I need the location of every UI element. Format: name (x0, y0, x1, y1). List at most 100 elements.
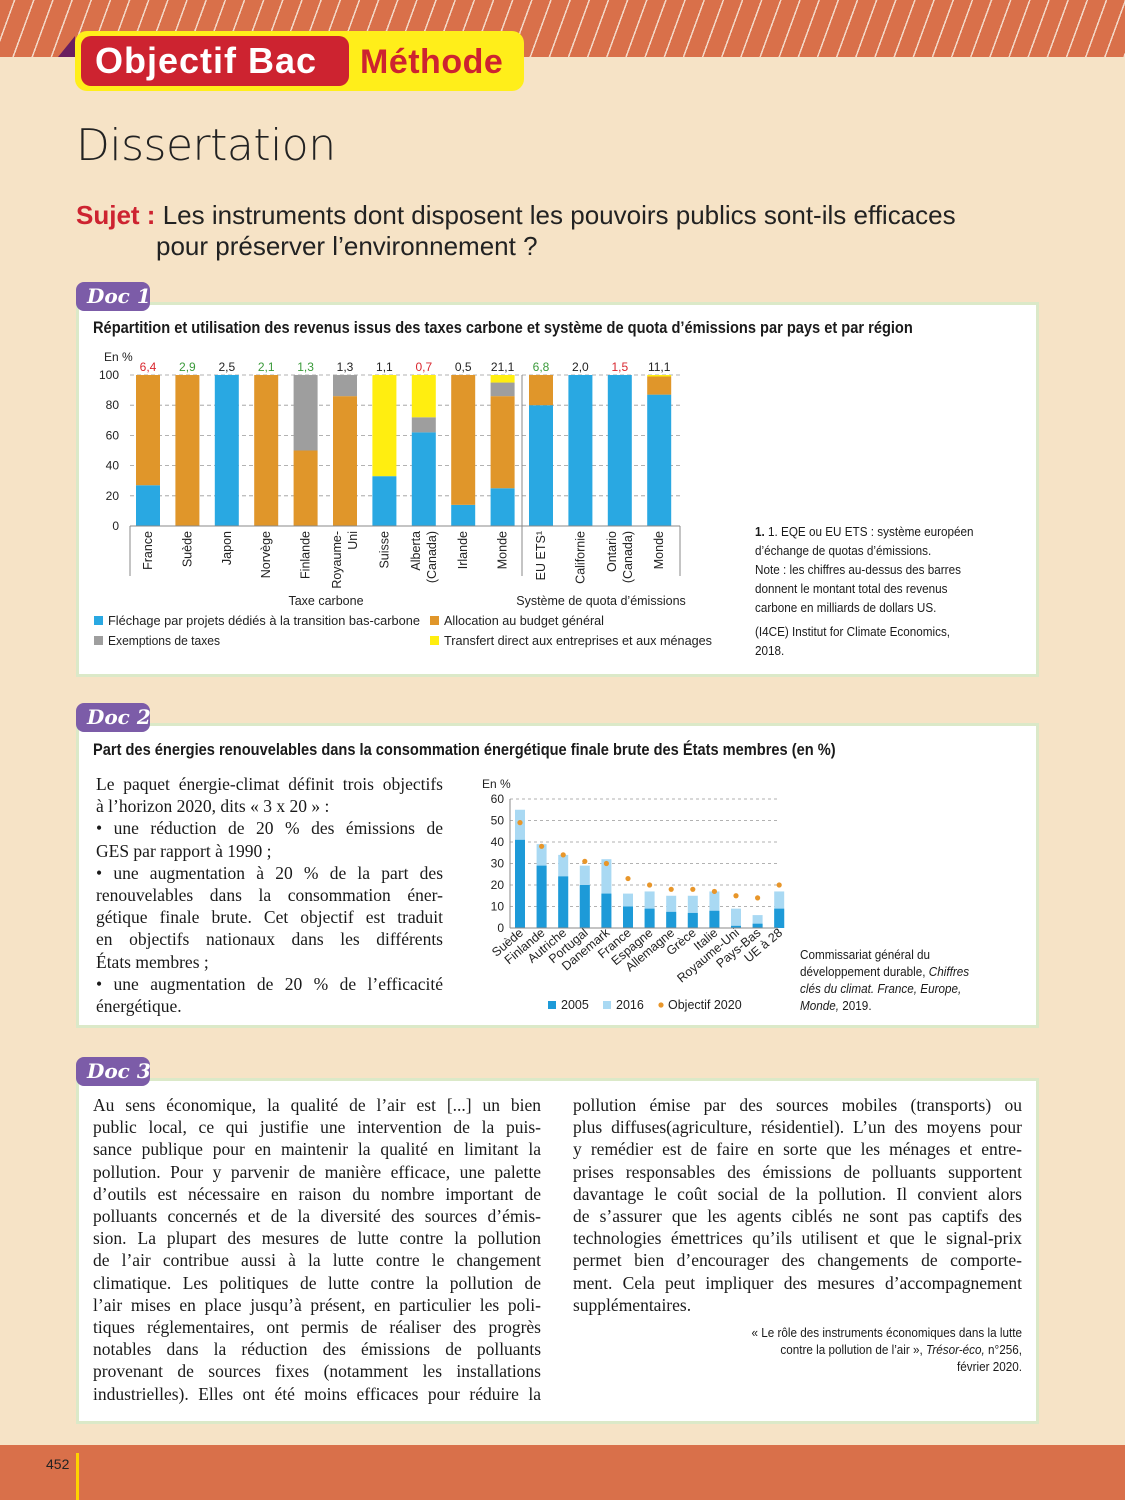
legend-label: 2016 (616, 998, 644, 1012)
text-line: notables dans la réduction des émissions… (93, 1339, 541, 1360)
objective-dot (539, 843, 545, 849)
doc3-box (76, 1078, 1039, 1424)
bar-2005 (515, 839, 525, 928)
legend-dot (658, 1002, 664, 1008)
legend-label: Transfert direct aux entreprises et aux … (444, 634, 712, 648)
total-label: 1,3 (337, 360, 354, 374)
sujet-text-line2: pour préserver l’environnement ? (156, 231, 538, 261)
total-label: 11,1 (648, 360, 671, 374)
source-line: Commissariat général du (800, 947, 931, 962)
text-line: renouvelables dans la consommation éner- (96, 885, 443, 906)
y-tick-label: 10 (491, 900, 505, 914)
text-line: Le paquet énergie-climat définit trois o… (96, 774, 443, 794)
bar-segment (175, 375, 200, 526)
note-line: donnent le montant total des revenus (755, 581, 948, 596)
doc1-tab: Doc 1 (76, 282, 151, 311)
source-title: clés du climat. France, Europe, (800, 981, 962, 996)
bar-segment (529, 405, 553, 526)
text-line: ment. Cela peut impliquer des mesures d’… (573, 1272, 1022, 1293)
legend-label: Objectif 2020 (668, 998, 742, 1012)
text-line: • une augmentation de 20 % de l’efficaci… (96, 973, 443, 994)
y-tick-label: 20 (491, 878, 505, 892)
bar-segment (451, 375, 476, 505)
bar-segment (490, 488, 515, 526)
text-line: industrielles). Elles ont été moins effi… (93, 1383, 541, 1404)
sujet-label: Sujet : (76, 200, 156, 230)
sujet-text-line1: Les instruments dont disposent les pouvo… (162, 200, 956, 230)
x-tick-label: Suisse (377, 531, 391, 569)
objective-dot (733, 893, 739, 899)
total-label: 21,1 (491, 360, 515, 374)
text-line: pollution. Pour y parvenir de manière ef… (93, 1161, 541, 1182)
objective-dot (625, 875, 631, 882)
x-tick-label: Irlande (456, 531, 470, 569)
note-line: d’échange de quotas d’émissions. (755, 543, 932, 558)
y-tick-label: 30 (491, 857, 505, 871)
x-tick-label: France (141, 531, 155, 570)
bar-segment (529, 375, 553, 406)
bar-2016 (709, 891, 720, 928)
objective-dot (647, 882, 653, 888)
text-line: public local, ce qui justifie une interv… (93, 1117, 541, 1138)
legend-swatch (94, 616, 103, 625)
legend-swatch (603, 1001, 611, 1009)
doc3-left-column: Au sens économique, la qualité de l’air … (93, 1094, 541, 1405)
bar-segment (136, 485, 160, 526)
bar-segment (647, 376, 672, 395)
bar-segment (568, 375, 593, 526)
bar-segment (293, 450, 318, 526)
total-label: 1,1 (376, 360, 393, 374)
source-line: « Le rôle des instruments économiques da… (751, 1325, 1022, 1340)
total-label: 6,4 (140, 360, 157, 374)
text-line: sion. La plupart des mesures de lutte co… (93, 1228, 541, 1249)
objective-dot (711, 888, 718, 895)
text-line: GES par rapport à 1990 ; (96, 840, 272, 861)
legend-swatch (430, 616, 439, 625)
doc2-source: Commissariat général du développement du… (800, 946, 969, 1014)
text-line: Au sens économique, la qualité de l’air … (93, 1095, 541, 1115)
bar-segment (647, 394, 672, 526)
bar-segment (214, 375, 239, 526)
y-tick-label: 0 (497, 921, 504, 935)
header-corner-triangle (58, 36, 75, 57)
total-label: 1,5 (611, 360, 628, 374)
x-tick-label: Californie (573, 531, 587, 584)
y-tick-label: 50 (491, 814, 505, 828)
text-line: supplémentaires. (573, 1294, 692, 1315)
doc2-title: Part des énergies renouvelables dans la … (93, 740, 836, 759)
page-number-bar (76, 1453, 79, 1500)
total-label: 2,5 (218, 360, 235, 374)
footer-band (0, 1445, 1125, 1500)
text-line: d’outils est nécessaire en raison du nom… (93, 1183, 541, 1204)
text-line: prises responsables des émissions de pol… (573, 1161, 1022, 1182)
x-tick-label: Norvège (259, 531, 273, 578)
y-tick-label: 80 (106, 398, 120, 412)
bar-2005 (601, 893, 612, 928)
total-label: 2,0 (572, 360, 589, 374)
total-label: 1,3 (297, 360, 314, 374)
note-line: 1. 1. EQE ou EU ETS : système européen (755, 524, 974, 539)
text-line: sance publique pour en maintenir la qual… (93, 1139, 541, 1160)
bar-2005 (579, 885, 590, 928)
group-label: Système de quota d’émissions (516, 594, 686, 608)
bar-segment (607, 375, 632, 526)
legend-label: Fléchage par projets dédiés à la transit… (108, 614, 420, 628)
text-line: à l’horizon 2020, dits « 3 x 20 » : (96, 796, 330, 817)
bar-segment (411, 375, 436, 418)
section-label: Méthode (360, 43, 504, 81)
y-tick-label: 100 (99, 368, 119, 382)
x-tick-label: Monde (652, 531, 666, 569)
doc2-tab: Doc 2 (76, 703, 151, 732)
objective-dot (582, 858, 588, 864)
bar-2005 (558, 876, 569, 928)
x-tick-label: Uni (346, 531, 360, 550)
objective-dot (560, 852, 566, 858)
doc1-title: Répartition et utilisation des revenus i… (93, 318, 913, 337)
source-line: développement durable, Chiffres (800, 963, 969, 980)
source-text: développement durable, (800, 964, 929, 979)
text-line: y remédier est de faire en sorte que les… (573, 1139, 1022, 1160)
y-tick-label: 20 (106, 489, 120, 503)
bar-2005 (666, 911, 677, 928)
